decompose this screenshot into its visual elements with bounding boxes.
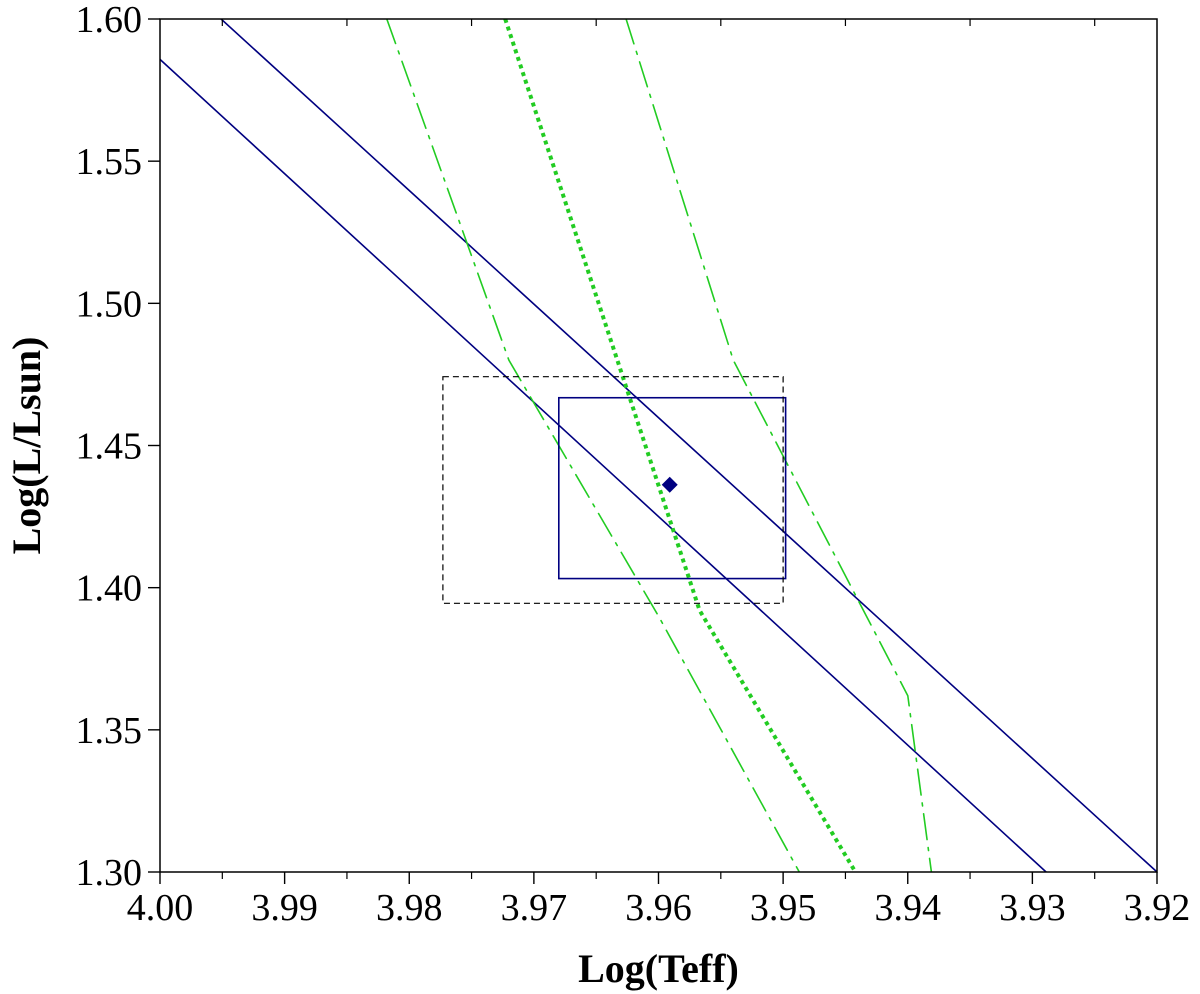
x-tick-label: 3.98 — [376, 887, 443, 929]
x-tick-label: 3.93 — [999, 887, 1066, 929]
ticks-layer: 4.00 3.99 3.98 3.97 3.96 3.95 3.94 3.93 3.92 1.30… — [76, 0, 1191, 929]
series-line-5-dashdot — [625, 19, 933, 872]
x-tick-label: 3.94 — [875, 887, 942, 929]
x-tick-label: 3.95 — [750, 887, 817, 929]
x-tick-label: 4.00 — [127, 887, 194, 929]
x-tick-label: 3.92 — [1124, 887, 1191, 929]
x-axis-title: Log(Teff) — [578, 946, 739, 991]
error-box-solid — [557, 396, 787, 580]
y-tick-label: 1.30 — [76, 852, 143, 894]
x-tick-label: 3.97 — [501, 887, 568, 929]
series-line-3-dotted — [503, 19, 858, 872]
y-tick-label: 1.60 — [76, 0, 143, 41]
y-tick-label: 1.55 — [76, 141, 143, 183]
plot-frame — [159, 18, 1158, 873]
series-line-1-solid — [160, 58, 1047, 872]
x-tick-label: 3.96 — [625, 887, 692, 929]
series-layer — [160, 19, 1157, 872]
y-tick-label: 1.40 — [76, 568, 143, 610]
error-box-dashed — [442, 376, 784, 604]
data-point-diamond — [661, 476, 678, 493]
y-axis-title: Log(L/Lsun) — [4, 337, 49, 555]
series-line-4-dashdot — [385, 19, 801, 872]
series-line-2-solid — [220, 19, 1157, 872]
x-tick-label: 3.99 — [251, 887, 318, 929]
y-tick-label: 1.50 — [76, 283, 143, 325]
y-tick-label: 1.45 — [76, 426, 143, 468]
y-tick-label: 1.35 — [76, 710, 143, 752]
